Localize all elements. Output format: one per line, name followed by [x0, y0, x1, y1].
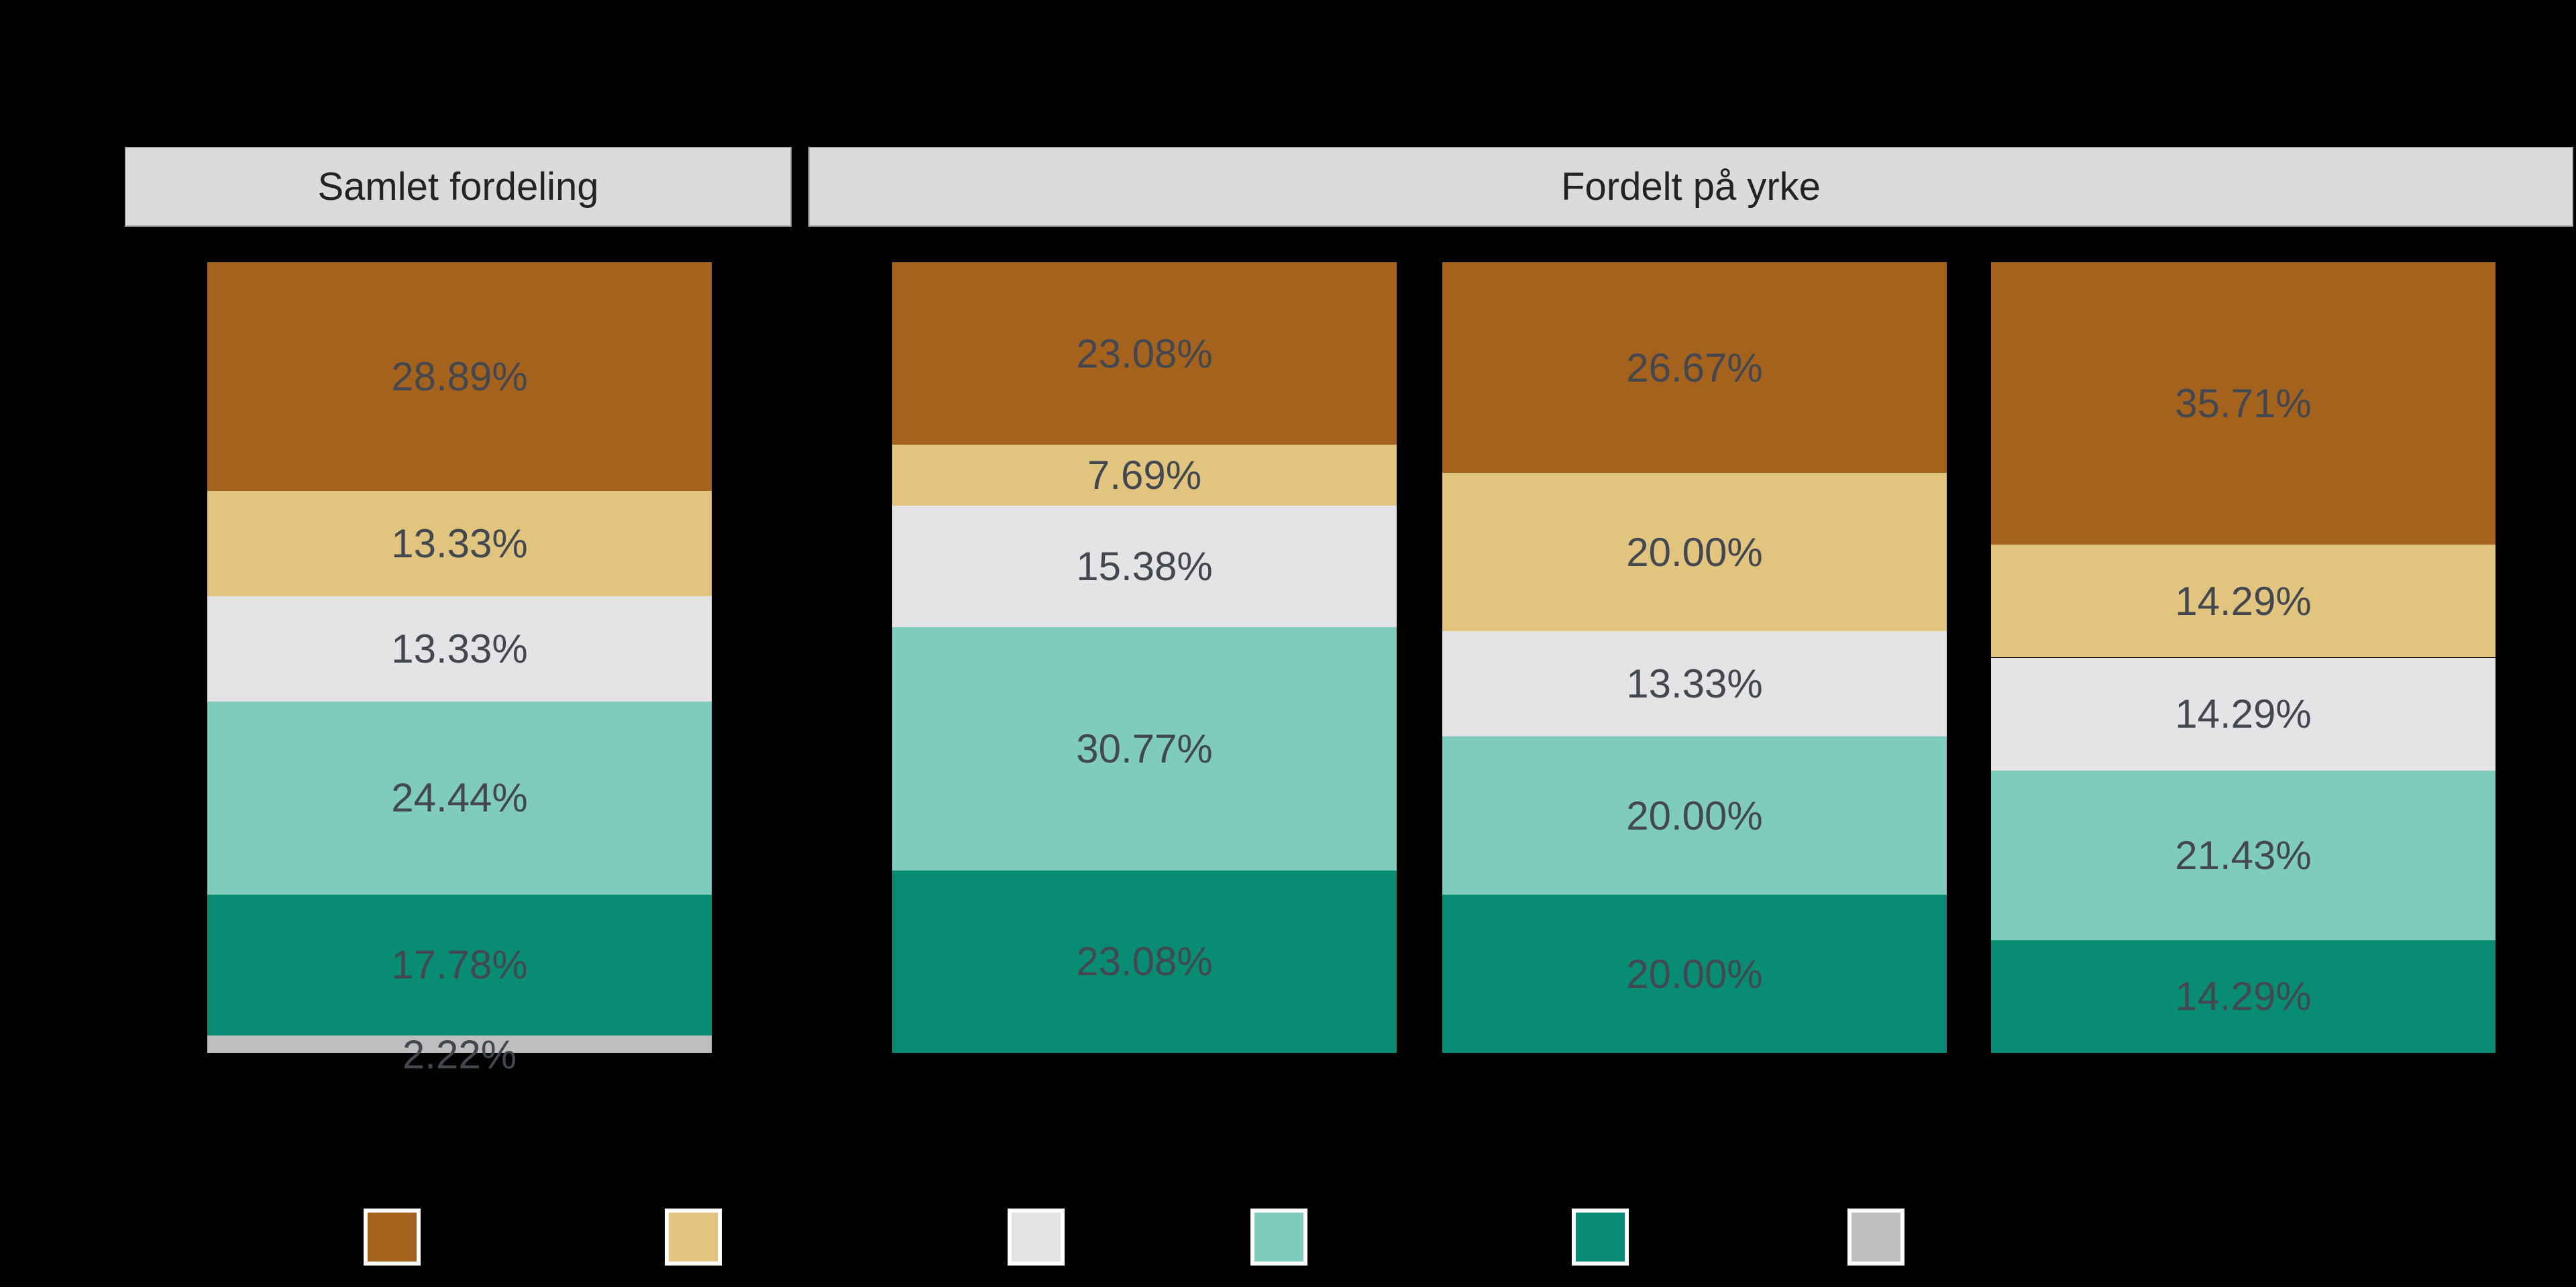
legend-swatch-5	[1572, 1209, 1629, 1266]
segment-value-label: 14.29%	[2175, 974, 2312, 1019]
gray-segment: 2.22%	[207, 1032, 712, 1077]
legend-swatch-color	[1851, 1213, 1900, 1262]
brown-segment: 28.89%	[207, 262, 712, 491]
light-gray-segment: 13.33%	[1442, 631, 1947, 737]
light-gray-segment: 14.29%	[1991, 657, 2496, 771]
segment-value-label: 17.78%	[391, 942, 528, 988]
panel-header-label: Fordelt på yrke	[1561, 165, 1821, 209]
segment-value-label: 20.00%	[1626, 793, 1763, 838]
segment-value-label: 15.38%	[1076, 543, 1213, 589]
dark-teal-segment: 17.78%	[207, 895, 712, 1036]
light-teal-segment: 21.43%	[1991, 770, 2496, 940]
panel-header-samlet-fordeling: Samlet fordeling	[125, 147, 792, 227]
segment-value-label: 13.33%	[1626, 661, 1763, 707]
legend-swatch-2	[665, 1209, 722, 1266]
segment-value-label: 21.43%	[2175, 832, 2312, 878]
segment-value-label: 14.29%	[2175, 578, 2312, 624]
legend-swatch-color	[1012, 1213, 1061, 1262]
legend-swatch-color	[368, 1213, 417, 1262]
legend-swatch-6	[1847, 1209, 1904, 1266]
legend-swatch-4	[1250, 1209, 1307, 1266]
segment-value-label: 13.33%	[391, 626, 528, 671]
legend-swatch-color	[1254, 1213, 1303, 1262]
light-teal-segment: 30.77%	[892, 627, 1397, 871]
dark-teal-segment: 14.29%	[1991, 940, 2496, 1054]
segment-value-label: 13.33%	[391, 520, 528, 566]
light-gray-segment: 13.33%	[207, 596, 712, 702]
panel-header-fordelt-pa-yrke: Fordelt på yrke	[808, 147, 2573, 227]
dark-teal-segment: 20.00%	[1442, 895, 1947, 1053]
brown-segment: 26.67%	[1442, 262, 1947, 473]
stacked-bar-4: 35.71% 14.29% 14.29% 21.43% 14.29%	[1991, 262, 2496, 1054]
dark-teal-segment: 23.08%	[892, 870, 1397, 1053]
legend-swatch-1	[364, 1209, 421, 1266]
legend-swatch-color	[669, 1213, 718, 1262]
segment-value-label: 26.67%	[1626, 345, 1763, 390]
tan-segment: 13.33%	[207, 490, 712, 596]
tan-segment: 7.69%	[892, 445, 1397, 506]
brown-segment: 23.08%	[892, 262, 1397, 445]
light-teal-segment: 20.00%	[1442, 736, 1947, 895]
light-teal-segment: 24.44%	[207, 701, 712, 895]
segment-value-label: 20.00%	[1626, 529, 1763, 575]
segment-value-label: 30.77%	[1076, 726, 1213, 771]
segment-value-label: 24.44%	[391, 775, 528, 821]
stacked-bar-1: 28.89% 13.33% 13.33% 24.44% 17.78% 2.22%	[207, 262, 712, 1077]
tan-segment: 14.29%	[1991, 545, 2496, 658]
stacked-bar-2: 23.08% 7.69% 15.38% 30.77% 23.08%	[892, 262, 1397, 1053]
segment-value-label: 23.08%	[1076, 331, 1213, 376]
segment-value-label: 7.69%	[1087, 452, 1202, 498]
segment-value-label: 28.89%	[391, 353, 528, 399]
segment-value-label: 35.71%	[2175, 381, 2312, 426]
panel-header-label: Samlet fordeling	[317, 165, 599, 209]
legend-swatch-color	[1576, 1213, 1625, 1262]
segment-value-label: 14.29%	[2175, 691, 2312, 737]
segment-value-label: 23.08%	[1076, 939, 1213, 985]
light-gray-segment: 15.38%	[892, 505, 1397, 628]
legend-swatch-3	[1008, 1209, 1065, 1266]
segment-value-label: 20.00%	[1626, 951, 1763, 997]
tan-segment: 20.00%	[1442, 473, 1947, 632]
stacked-bar-3: 26.67% 20.00% 13.33% 20.00% 20.00%	[1442, 262, 1947, 1053]
brown-segment: 35.71%	[1991, 262, 2496, 545]
segment-value-label: 2.22%	[402, 1032, 517, 1078]
